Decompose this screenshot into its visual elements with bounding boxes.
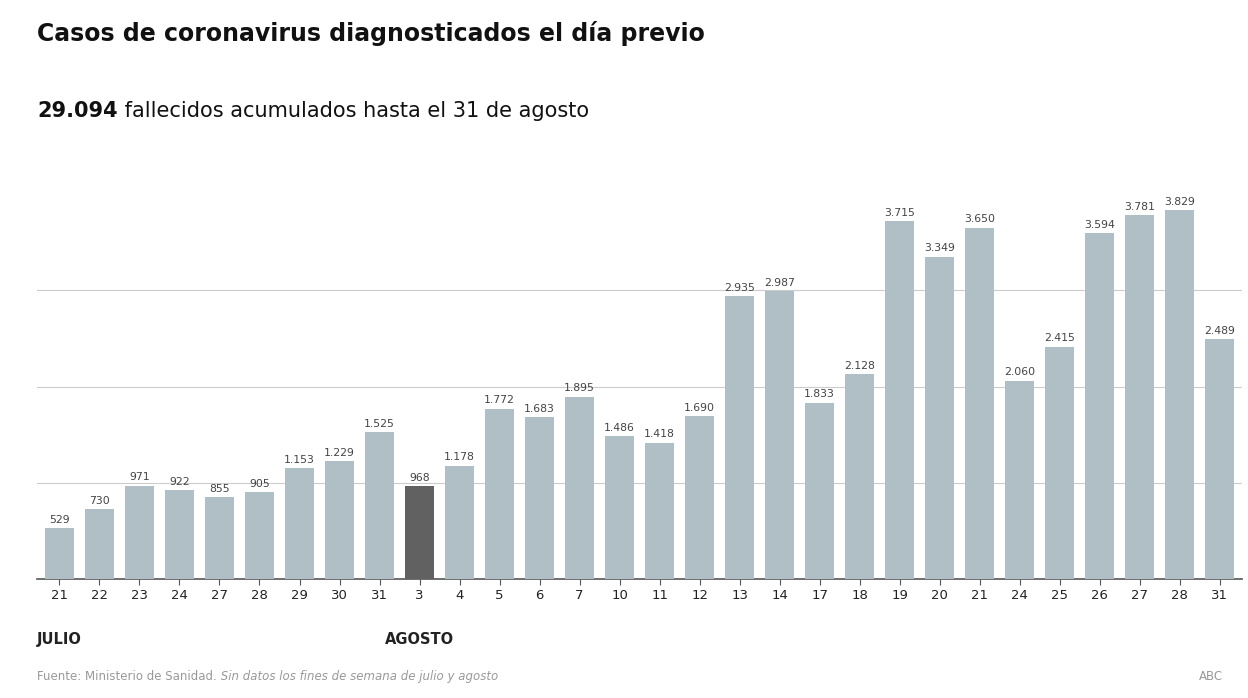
- Text: 730: 730: [89, 496, 110, 505]
- Text: 2.415: 2.415: [1045, 333, 1075, 343]
- Bar: [285, 468, 314, 579]
- Bar: [1166, 210, 1194, 579]
- Text: 905: 905: [250, 479, 270, 489]
- Text: ABC: ABC: [1199, 669, 1223, 683]
- Text: 3.349: 3.349: [925, 243, 955, 253]
- Text: 1.833: 1.833: [804, 389, 835, 399]
- Text: 529: 529: [49, 515, 70, 525]
- Text: Sin datos los fines de semana de julio y agosto: Sin datos los fines de semana de julio y…: [217, 669, 498, 683]
- Text: 1.690: 1.690: [684, 403, 715, 413]
- Text: 29.094: 29.094: [37, 101, 119, 121]
- Text: JULIO: JULIO: [37, 632, 82, 646]
- Text: 2.935: 2.935: [724, 283, 755, 293]
- Text: 1.153: 1.153: [285, 455, 314, 465]
- Bar: [366, 432, 394, 579]
- Bar: [45, 528, 74, 579]
- Bar: [1006, 381, 1035, 579]
- Text: 3.781: 3.781: [1124, 202, 1156, 211]
- Bar: [845, 374, 874, 579]
- Bar: [1046, 347, 1075, 579]
- Text: 1.486: 1.486: [604, 423, 635, 433]
- Bar: [725, 297, 754, 579]
- Text: Fuente: Ministerio de Sanidad.: Fuente: Ministerio de Sanidad.: [37, 669, 217, 683]
- Text: 2.128: 2.128: [844, 361, 875, 371]
- Bar: [565, 396, 594, 579]
- Text: AGOSTO: AGOSTO: [384, 632, 454, 646]
- Text: 2.489: 2.489: [1204, 326, 1236, 336]
- Bar: [765, 292, 794, 579]
- Text: 1.525: 1.525: [364, 419, 394, 429]
- Bar: [406, 486, 434, 579]
- Bar: [885, 221, 914, 579]
- Text: 3.650: 3.650: [965, 214, 995, 224]
- Bar: [925, 257, 953, 579]
- Bar: [525, 417, 554, 579]
- Text: 855: 855: [210, 484, 230, 493]
- Bar: [446, 466, 474, 579]
- Bar: [965, 228, 995, 579]
- Text: 1.178: 1.178: [444, 452, 475, 462]
- Text: Casos de coronavirus diagnosticados el día previo: Casos de coronavirus diagnosticados el d…: [37, 21, 705, 46]
- Text: 922: 922: [170, 477, 190, 487]
- Text: 1.772: 1.772: [484, 395, 515, 405]
- Bar: [485, 408, 514, 579]
- Text: 2.060: 2.060: [1005, 367, 1036, 378]
- Bar: [125, 486, 154, 579]
- Text: 1.418: 1.418: [644, 429, 675, 439]
- Text: 3.829: 3.829: [1164, 197, 1196, 207]
- Text: 968: 968: [409, 473, 429, 482]
- Bar: [1126, 215, 1154, 579]
- Bar: [85, 509, 114, 579]
- Text: 3.594: 3.594: [1085, 220, 1116, 230]
- Text: 1.229: 1.229: [324, 447, 354, 457]
- Bar: [685, 417, 714, 579]
- Bar: [645, 443, 674, 579]
- Bar: [245, 492, 273, 579]
- Bar: [1206, 339, 1234, 579]
- Text: 3.715: 3.715: [885, 208, 915, 218]
- Bar: [605, 436, 634, 579]
- Text: 1.895: 1.895: [564, 383, 595, 393]
- Text: 1.683: 1.683: [524, 403, 555, 414]
- Bar: [1086, 233, 1114, 579]
- Bar: [165, 491, 193, 579]
- Bar: [805, 403, 834, 579]
- Bar: [205, 497, 233, 579]
- Text: 971: 971: [129, 473, 150, 482]
- Text: fallecidos acumulados hasta el 31 de agosto: fallecidos acumulados hasta el 31 de ago…: [119, 101, 589, 121]
- Text: 2.987: 2.987: [764, 278, 795, 288]
- Bar: [326, 461, 354, 579]
